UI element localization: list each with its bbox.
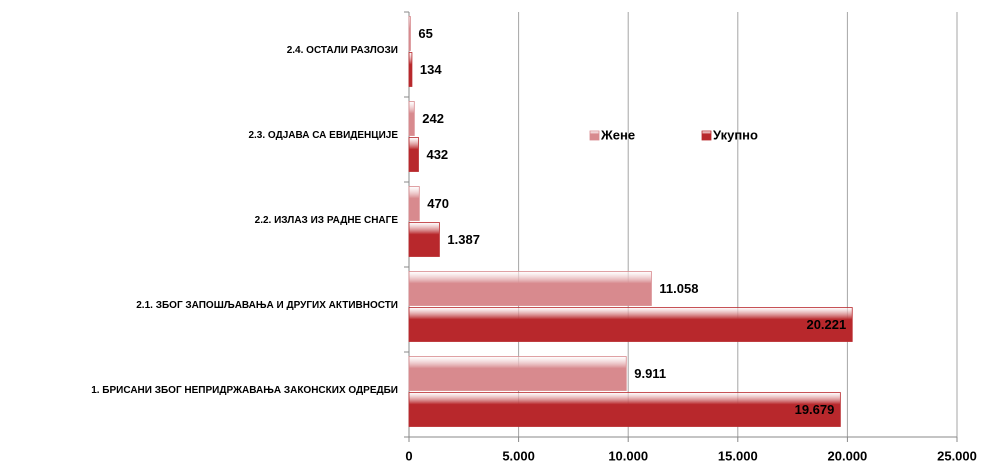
legend-label: Укупно	[713, 127, 758, 142]
bar	[408, 16, 411, 51]
x-tick-label: 15.000	[718, 448, 758, 463]
x-tick-label: 10.000	[608, 448, 648, 463]
bar	[408, 307, 853, 342]
x-tick-label: 5.000	[502, 448, 535, 463]
y-tick-label: 2.4. ОСТАЛИ РАЗЛОЗИ	[287, 45, 398, 56]
y-tick-label: 1. БРИСАНИ ЗБОГ НЕПРИДРЖАВАЊА ЗАКОНСКИХ …	[91, 385, 398, 396]
bar	[408, 392, 841, 427]
y-tick-label: 2.2. ИЗЛАЗ ИЗ РАДНЕ СНАГЕ	[255, 215, 399, 226]
bar	[408, 101, 415, 136]
bar	[408, 222, 440, 257]
x-tick-label: 20.000	[828, 448, 868, 463]
x-tick-label: 25.000	[937, 448, 977, 463]
data-label: 1.387	[447, 232, 480, 247]
data-label: 20.221	[806, 317, 846, 332]
data-label: 11.058	[659, 281, 698, 296]
bar	[408, 186, 420, 221]
y-tick-label: 2.1. ЗБОГ ЗАПОШЉАВАЊА И ДРУГИХ АКТИВНОСТ…	[136, 300, 398, 311]
x-tick-label: 0	[405, 448, 412, 463]
bar	[408, 356, 627, 391]
data-label: 65	[418, 26, 432, 41]
data-label: 134	[420, 62, 442, 77]
data-label: 432	[426, 147, 448, 162]
bar	[408, 271, 652, 306]
data-label: 242	[422, 111, 444, 126]
data-label: 19.679	[795, 402, 835, 417]
bar	[408, 52, 413, 87]
data-label: 9.911	[634, 366, 666, 381]
y-tick-label: 2.3. ОДЈАВА СА ЕВИДЕНЦИЈЕ	[248, 130, 398, 141]
legend-swatch	[589, 130, 600, 141]
bar	[408, 137, 419, 172]
legend-swatch	[701, 130, 712, 141]
data-label: 470	[427, 196, 449, 211]
legend-label: Жене	[600, 127, 635, 142]
